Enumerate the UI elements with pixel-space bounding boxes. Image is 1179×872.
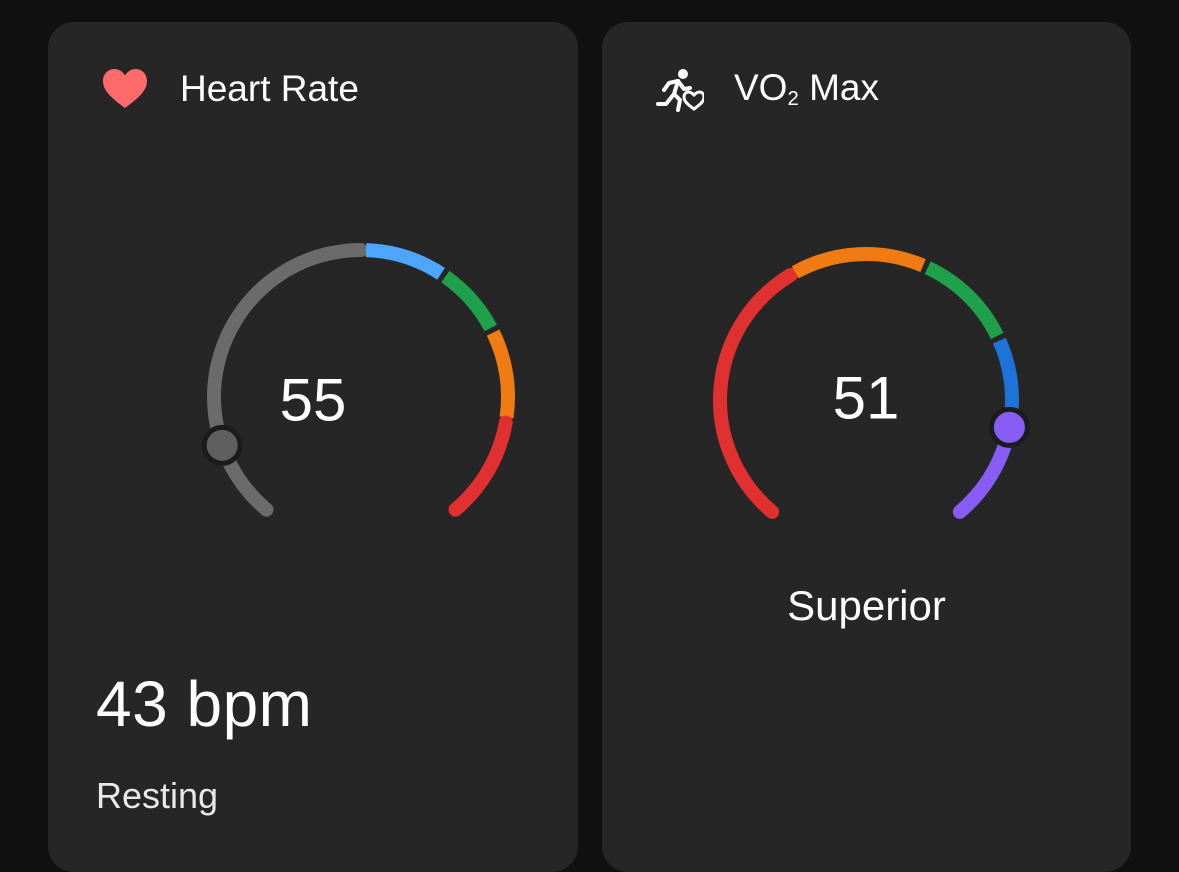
resting-label: Resting — [96, 775, 219, 816]
gauge-segment-purple — [952, 430, 1015, 519]
gauge-segment-blue — [365, 243, 445, 280]
vo2-max-gauge: 51 — [713, 247, 1030, 519]
heart-rate-card[interactable]: Heart Rate 55 43 bpm Resting — [48, 22, 578, 872]
gauge-segment-orange — [486, 329, 515, 419]
gauge-segment-green — [441, 270, 497, 332]
vo2-max-title: VO2 Max — [734, 66, 879, 111]
resting-heart-rate-value: 43 bpm — [96, 668, 313, 740]
gauge-segment-red — [448, 415, 513, 517]
heart-rate-header: Heart Rate — [100, 66, 359, 112]
gauge-indicator — [201, 424, 243, 466]
gauge-segment-green — [924, 261, 1004, 340]
vo2-max-card[interactable]: VO2 Max 51 Superior — [602, 22, 1131, 872]
runner-heart-icon — [656, 69, 704, 112]
gauge-indicator — [988, 406, 1030, 448]
gauge-segment-inactive — [207, 243, 368, 517]
heart-rate-title: Heart Rate — [180, 68, 359, 109]
gauge-segment-red — [713, 267, 798, 519]
heart-rate-gauge: 55 — [201, 243, 515, 517]
heart-rate-gauge-value: 55 — [280, 367, 347, 434]
vo2-max-gauge-value: 51 — [833, 365, 900, 432]
vo2-max-status: Superior — [787, 582, 946, 629]
gauge-segment-orange — [791, 247, 926, 279]
vo2-max-header: VO2 Max — [654, 66, 879, 112]
heart-icon — [103, 69, 147, 108]
